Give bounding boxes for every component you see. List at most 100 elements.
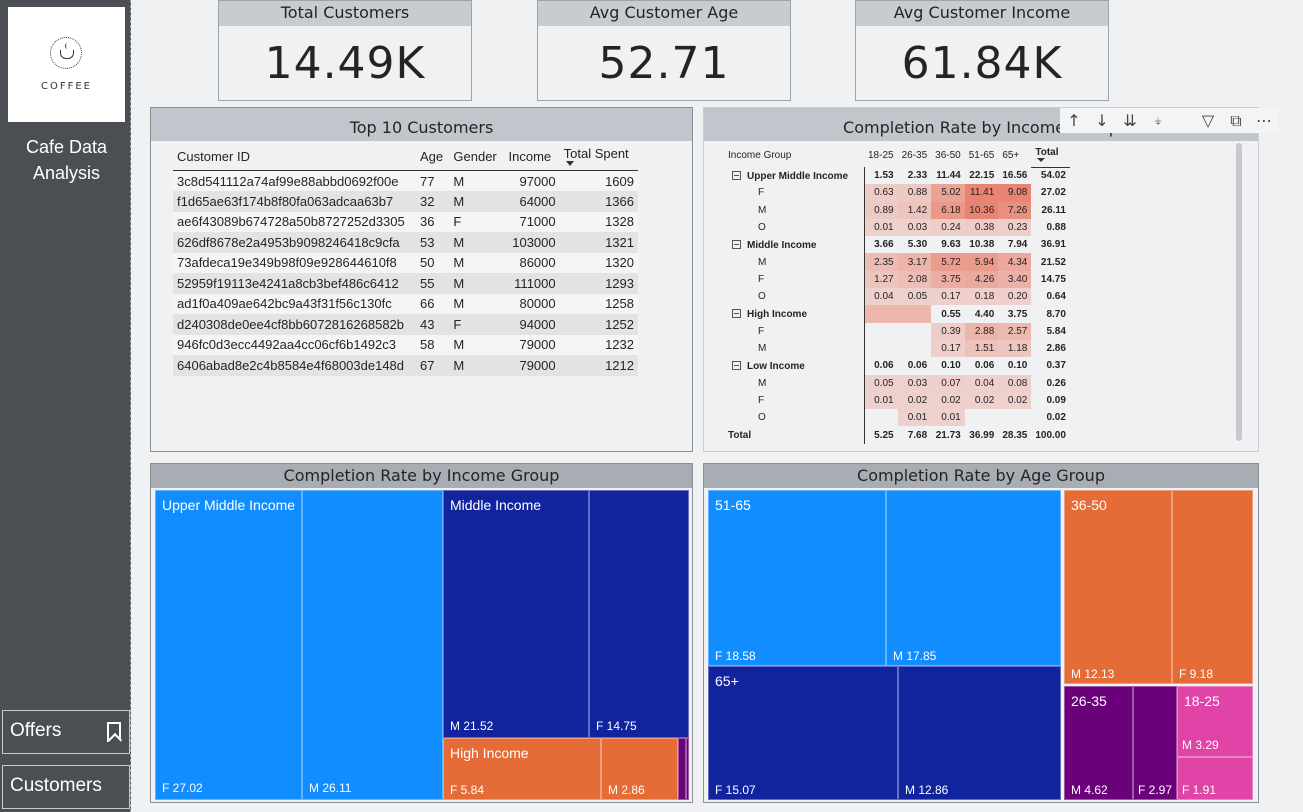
treemap-tile[interactable]: F 1.91: [1177, 757, 1253, 800]
matrix-cell: 21.73: [935, 429, 961, 441]
column-header-customer-id[interactable]: Customer ID: [173, 142, 416, 171]
matrix-col-header[interactable]: 18-25: [868, 149, 894, 161]
table-row[interactable]: d240308de0ee4cf8bb6072816268582b 43 F 94000…: [173, 314, 638, 335]
expand-next-icon[interactable]: ⍖: [1153, 111, 1163, 130]
matrix-table[interactable]: Income Group 18-25 26-35 36-50 51-65 65+…: [724, 143, 1070, 444]
treemap-tile[interactable]: Middle Income M 21.52: [443, 490, 589, 738]
table-row[interactable]: 946fc0d3ecc4492aa4cc06cf6b1492c3 58 M 79000…: [173, 334, 638, 355]
treemap-tile[interactable]: 36-50 M 12.13: [1064, 490, 1172, 684]
treemap-tile[interactable]: M 12.86: [898, 666, 1061, 800]
matrix-sub-row[interactable]: M 2.35 3.17 5.72 5.94 4.34 21.52: [724, 253, 1070, 271]
treemap-tile[interactable]: F 2.97: [1133, 686, 1177, 800]
table-row[interactable]: 626df8678e2a4953b9098246418c9cfa 53 M 10300…: [173, 232, 638, 253]
collapse-icon[interactable]: [732, 309, 741, 319]
completion-matrix-panel[interactable]: Completion Rate by Income Group ↑ ↓ ⇊ ⍖ …: [703, 107, 1278, 452]
treemap-income-panel[interactable]: Completion Rate by Income Group Upper Mi…: [150, 463, 693, 803]
matrix-sub-row[interactable]: M 0.05 0.03 0.07 0.04 0.08 0.26: [724, 374, 1070, 392]
kpi-total-customers[interactable]: Total Customers 14.49K: [218, 0, 472, 101]
table-row[interactable]: f1d65ae63f174b8f80fa063adcaa63b7 32 M 64000…: [173, 191, 638, 212]
table-row[interactable]: ae6f43089b674728a50b8727252d3305 36 F 71000…: [173, 211, 638, 232]
focus-mode-icon[interactable]: ⧉: [1230, 111, 1242, 130]
column-header-income[interactable]: Income: [504, 142, 560, 171]
top10-customers-panel[interactable]: Top 10 Customers Customer ID Age Gender …: [150, 107, 693, 452]
matrix-row-label[interactable]: Middle Income: [724, 236, 865, 254]
table-row[interactable]: 6406abad8e2c4b8584e4f68003de148d 67 M 79000…: [173, 355, 638, 376]
treemap-tile[interactable]: [678, 738, 686, 800]
matrix-sub-row[interactable]: F 0.63 0.88 5.02 11.41 9.08 27.02: [724, 184, 1070, 202]
treemap-tile[interactable]: [686, 738, 689, 800]
matrix-row-label[interactable]: Upper Middle Income: [724, 167, 865, 185]
treemap-tile[interactable]: M 26.11: [302, 490, 443, 800]
nav-customers-button[interactable]: Customers: [2, 765, 130, 809]
matrix-sub-row[interactable]: M 0.89 1.42 6.18 10.36 7.26 26.11: [724, 201, 1070, 219]
matrix-group-row[interactable]: Middle Income 3.66 5.30 9.63 10.38 7.94 36.91: [724, 236, 1070, 254]
matrix-cell: 1.18: [998, 339, 1032, 358]
sort-descending-icon: [565, 161, 574, 166]
vertical-scrollbar[interactable]: [1236, 143, 1242, 441]
collapse-icon[interactable]: [732, 170, 741, 180]
matrix-group-row[interactable]: Low Income 0.06 0.06 0.10 0.06 0.10 0.37: [724, 357, 1070, 375]
matrix-total-cell: 14.75: [1040, 273, 1066, 285]
matrix-cell: 3.75: [931, 270, 965, 289]
treemap-label: High Income: [450, 745, 529, 761]
drill-down-icon[interactable]: ↓: [1095, 111, 1109, 130]
matrix-col-header[interactable]: 65+: [1002, 149, 1020, 161]
matrix-sub-row[interactable]: F 0.39 2.88 2.57 5.84: [724, 322, 1070, 340]
matrix-row-label[interactable]: High Income: [724, 305, 865, 323]
treemap-tile[interactable]: F 9.18: [1172, 490, 1253, 684]
kpi-value: 52.71: [598, 38, 730, 89]
matrix-col-header-total[interactable]: Total: [1031, 143, 1070, 168]
matrix-col-header[interactable]: 26-35: [901, 149, 928, 161]
treemap-tile[interactable]: M 17.85: [886, 490, 1061, 666]
matrix-cell: 0.04: [964, 374, 999, 392]
column-header-age[interactable]: Age: [416, 142, 450, 171]
more-options-icon[interactable]: ⋯: [1256, 111, 1272, 130]
treemap-tile[interactable]: M 2.86: [601, 738, 678, 800]
treemap-tile[interactable]: 26-35 M 4.62: [1064, 686, 1133, 800]
matrix-cell: 0.38: [964, 218, 999, 237]
matrix-total-row[interactable]: Total 5.25 7.68 21.73 36.99 28.35 100.00: [724, 426, 1070, 444]
drill-up-icon[interactable]: ↑: [1067, 111, 1081, 130]
matrix-row-label[interactable]: Low Income: [724, 357, 865, 375]
matrix-row-header[interactable]: Income Group: [728, 149, 792, 161]
treemap-tile[interactable]: High Income F 5.84: [443, 738, 601, 800]
matrix-sub-row[interactable]: F 0.01 0.02 0.02 0.02 0.02 0.09: [724, 391, 1070, 410]
collapse-icon[interactable]: [732, 360, 741, 370]
kpi-avg-customer-income[interactable]: Avg Customer Income 61.84K: [855, 0, 1109, 101]
matrix-sub-row[interactable]: O 0.01 0.01 0.02: [724, 409, 1070, 427]
matrix-group-row[interactable]: Upper Middle Income 1.53 2.33 11.44 22.15 16.…: [724, 167, 1070, 185]
matrix-cell: 1.42: [897, 201, 932, 219]
table-row[interactable]: 73afdeca19e349b98f09e928644610f8 50 M 86000…: [173, 252, 638, 273]
matrix-sub-row[interactable]: O 0.01 0.03 0.24 0.38 0.23 0.88: [724, 218, 1070, 237]
kpi-avg-customer-age[interactable]: Avg Customer Age 52.71: [537, 0, 791, 101]
matrix-cell: 4.26: [964, 270, 999, 289]
matrix-sub-row[interactable]: F 1.27 2.08 3.75 4.26 3.40 14.75: [724, 270, 1070, 289]
matrix-sub-row[interactable]: M 0.17 1.51 1.18 2.86: [724, 339, 1070, 358]
app-title: Cafe Data Analysis: [25, 137, 108, 183]
treemap-age-panel[interactable]: Completion Rate by Age Group 51-65 F 18.5…: [703, 463, 1259, 803]
table-row[interactable]: 52959f19113e4241a8cb3bef486c6412 55 M 11100…: [173, 273, 638, 294]
top10-table[interactable]: Customer ID Age Gender Income Total Spen…: [173, 142, 638, 376]
treemap-tile[interactable]: 65+ F 15.07: [708, 666, 898, 800]
treemap-tile[interactable]: 18-25 M 3.29: [1177, 686, 1253, 757]
cell-total-spent: 1232: [559, 334, 638, 355]
matrix-sub-row[interactable]: O 0.04 0.05 0.17 0.18 0.20 0.64: [724, 288, 1070, 306]
treemap-tile[interactable]: 51-65 F 18.58: [708, 490, 886, 666]
collapse-icon[interactable]: [732, 239, 741, 249]
matrix-col-header[interactable]: 51-65: [968, 149, 995, 161]
column-header-total-spent[interactable]: Total Spent: [559, 142, 638, 171]
matrix-cell: [864, 323, 898, 340]
matrix-group-row[interactable]: High Income 0.55 4.40 3.75 8.70: [724, 305, 1070, 323]
nav-offers-button[interactable]: Offers: [2, 710, 130, 754]
table-row[interactable]: ad1f0a409ae642bc9a43f31f56c130fc 66 M 80000…: [173, 293, 638, 314]
bookmark-icon[interactable]: [107, 722, 121, 742]
table-row[interactable]: 3c8d541112a74af99e88abbd0692f00e 77 M 97000…: [173, 170, 638, 191]
filter-icon[interactable]: ▽: [1201, 111, 1215, 130]
expand-all-icon[interactable]: ⇊: [1123, 111, 1137, 130]
cell-income: 79000: [504, 355, 560, 376]
column-header-gender[interactable]: Gender: [449, 142, 505, 171]
treemap-tile[interactable]: Upper Middle Income F 27.02: [155, 490, 302, 800]
treemap-tile[interactable]: F 14.75: [589, 490, 689, 738]
matrix-col-header[interactable]: 36-50: [935, 149, 961, 161]
matrix-cell: [898, 340, 932, 357]
